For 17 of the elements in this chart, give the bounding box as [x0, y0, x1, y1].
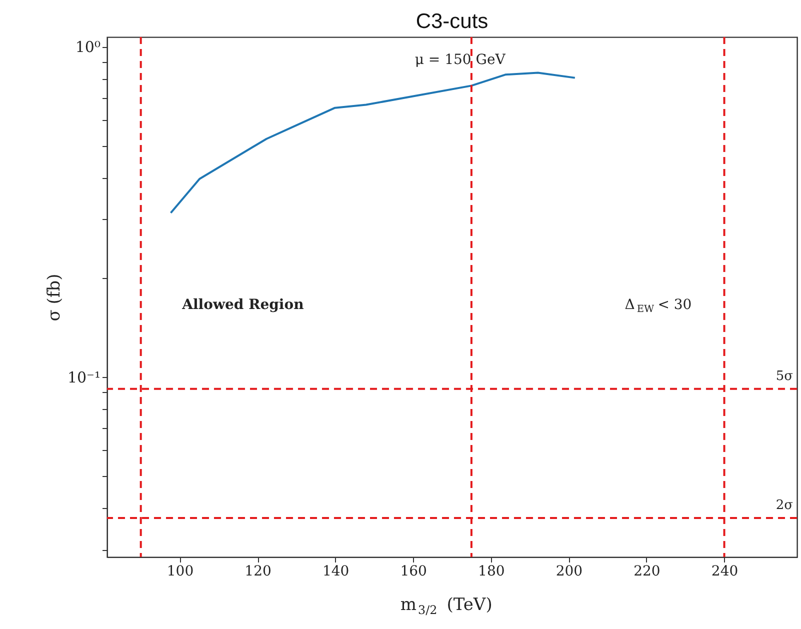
x-tick-label: 160 [400, 564, 427, 580]
annotation: Allowed Region [181, 297, 304, 313]
chart-title: C3-cuts [416, 10, 488, 33]
ref-line-label: 2σ [776, 498, 794, 514]
x-tick-label: 240 [711, 564, 738, 580]
y-tick-label: 10⁻¹ [67, 368, 100, 386]
annotation: μ = 150 GeV [414, 52, 506, 68]
ref-line-label: 5σ [776, 368, 794, 384]
x-tick-label: 100 [166, 564, 194, 580]
y-axis-title: σ (fb) [44, 274, 64, 322]
x-tick-label: 220 [634, 564, 660, 580]
line-series [170, 72, 576, 214]
x-tick-label: 180 [478, 564, 505, 580]
x-tick-label: 140 [322, 564, 350, 580]
x-tick-label: 200 [556, 564, 583, 580]
y-tick-label: 10⁰ [75, 38, 100, 56]
x-tick-label: 120 [244, 564, 272, 580]
